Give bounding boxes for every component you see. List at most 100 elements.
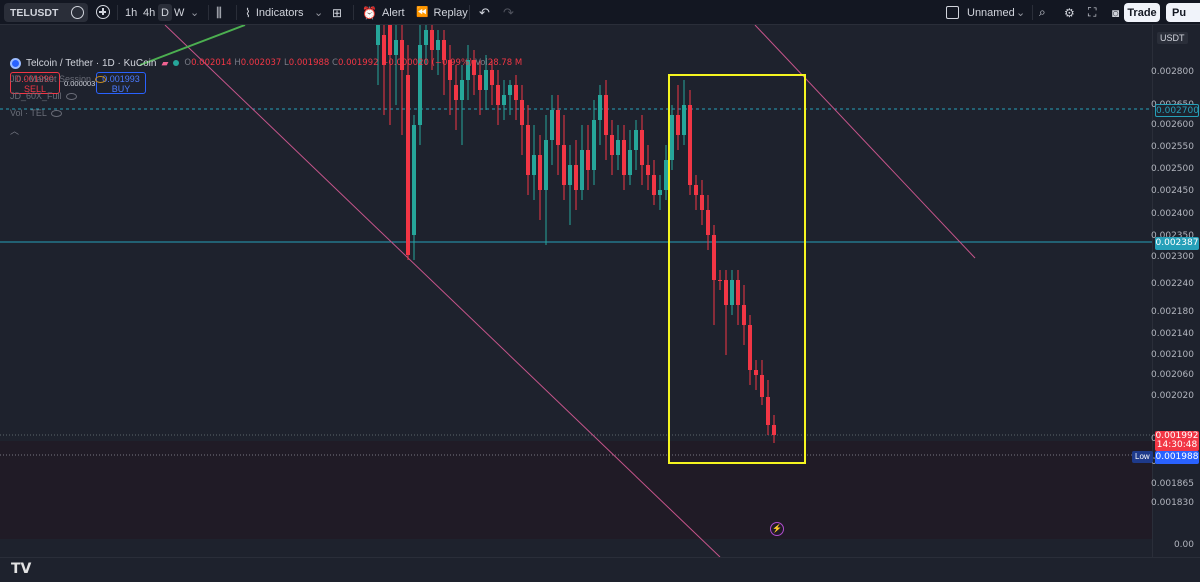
highlight-box xyxy=(668,74,806,464)
flag-icon[interactable]: ▰ xyxy=(161,57,169,68)
price-tag-2700: 0.002700 xyxy=(1155,104,1199,117)
telcoin-logo-icon xyxy=(10,57,21,69)
price-axis-label: 0.002140 xyxy=(1151,329,1194,339)
price-axis-label: 0.002550 xyxy=(1151,142,1194,152)
ohlc-values: O0.002014 H0.002037 L0.001988 C0.001992 … xyxy=(184,58,523,68)
candle-body xyxy=(730,280,734,305)
candle-body xyxy=(442,40,446,60)
price-axis-label: 0.002450 xyxy=(1151,186,1194,196)
alert-button[interactable]: ⏰ Alert xyxy=(362,5,405,20)
candle-body xyxy=(502,95,506,105)
candle-body xyxy=(394,40,398,55)
hidden-eye-icon[interactable] xyxy=(95,75,107,83)
indicators-icon: ⌇ xyxy=(245,5,251,20)
interval-w[interactable]: W xyxy=(174,6,185,19)
legend-title[interactable]: Telcoin / Tether · 1D · KuCoin xyxy=(26,57,157,69)
candle-body xyxy=(532,155,536,175)
indicators-dropdown-icon[interactable]: ⌄ xyxy=(314,7,324,19)
status-dot-icon xyxy=(173,60,180,66)
publish-button[interactable]: Pu xyxy=(1166,3,1200,22)
layout-name-button[interactable]: Unnamed xyxy=(946,0,1015,25)
candle-body xyxy=(754,370,758,375)
candle-body xyxy=(382,35,386,65)
candle-body xyxy=(610,135,614,155)
hidden-eye-icon[interactable] xyxy=(50,109,62,117)
camera-snapshot-icon[interactable]: ◙ xyxy=(1112,5,1120,20)
chart-pane[interactable]: Telcoin / Tether · 1D · KuCoin ▰ O0.0020… xyxy=(0,25,1152,557)
candle-body xyxy=(616,140,620,155)
add-symbol-icon[interactable] xyxy=(96,5,110,19)
candle-body xyxy=(718,280,722,281)
chart-canvas[interactable] xyxy=(0,25,1152,557)
indicator-row-60x[interactable]: JD_60X_Full xyxy=(10,91,77,101)
candle-body xyxy=(766,397,770,425)
interval-1h[interactable]: 1h xyxy=(125,6,138,19)
candle-body xyxy=(460,80,464,100)
green-trendline xyxy=(139,25,246,66)
price-axis-label: 0.002500 xyxy=(1151,164,1194,174)
time-axis[interactable]: TV xyxy=(0,557,1200,582)
candle-body xyxy=(724,280,728,305)
candle-body xyxy=(694,185,698,195)
indicators-button[interactable]: ⌇ Indicators xyxy=(245,5,304,20)
price-axis-label: 0.002400 xyxy=(1151,209,1194,219)
candle-body xyxy=(544,140,548,190)
replay-icon: ⏪ xyxy=(416,7,429,18)
candle-body xyxy=(772,425,776,435)
buy-button[interactable]: 0.001993 BUY xyxy=(96,72,146,94)
candle-body xyxy=(520,100,524,125)
price-axis-label: 0.002180 xyxy=(1151,307,1194,317)
interval-4h[interactable]: 4h xyxy=(143,6,156,19)
candle-body xyxy=(550,110,554,140)
sell-button[interactable]: 0.001990 SELL xyxy=(10,72,60,94)
price-tag-2387: 0.002387 xyxy=(1155,237,1199,250)
tradingview-logo-icon[interactable]: TV xyxy=(11,561,32,577)
quick-search-icon[interactable]: ⌕ xyxy=(1039,5,1046,19)
candle-body xyxy=(400,40,404,70)
candle-body xyxy=(706,210,710,235)
candle-body xyxy=(478,75,482,90)
replay-button[interactable]: ⏪ Replay xyxy=(416,6,468,19)
symbol-label: TELUSDT xyxy=(10,6,59,19)
lower-session-pane xyxy=(0,441,1152,539)
redo-icon[interactable]: ↷ xyxy=(503,4,514,20)
top-toolbar: TELUSDT 1h 4h D W ⌄ ⫼ ⌇ Indicators ⌄ ⊞ ⏰… xyxy=(0,0,1200,25)
interval-dropdown-chevron-icon[interactable]: ⌄ xyxy=(190,7,200,19)
price-axis[interactable]: USDT 0.0028000.0026500.0026000.0025500.0… xyxy=(1151,25,1200,557)
currency-selector[interactable]: USDT xyxy=(1157,32,1188,44)
candle-body xyxy=(418,45,422,125)
candle-body xyxy=(466,60,470,80)
settings-gear-icon[interactable]: ⚙ xyxy=(1064,5,1075,20)
collapse-legend-icon[interactable]: ︿ xyxy=(10,126,20,136)
price-axis-label: 0.002800 xyxy=(1151,67,1194,77)
candle-body xyxy=(658,190,662,195)
symbol-search-button[interactable]: TELUSDT xyxy=(4,3,88,22)
candle-body xyxy=(514,85,518,100)
candle-body xyxy=(406,75,410,255)
fullscreen-icon[interactable]: ⛶ xyxy=(1088,5,1097,19)
candle-body xyxy=(388,25,392,55)
candle-body xyxy=(490,70,494,85)
candle-body xyxy=(526,125,530,175)
chart-type-candles-icon[interactable]: ⫼ xyxy=(216,4,222,20)
undo-icon[interactable]: ↶ xyxy=(479,4,490,20)
candle-body xyxy=(664,160,668,190)
price-axis-label: 0.002300 xyxy=(1151,252,1194,262)
candle-body xyxy=(454,85,458,100)
candle-body xyxy=(538,155,542,190)
layout-grid-icon[interactable]: ⊞ xyxy=(332,5,343,20)
spread-value: 0.000003 xyxy=(64,79,96,88)
price-axis-label: 0.001830 xyxy=(1151,498,1194,508)
trade-button[interactable]: Trade xyxy=(1124,3,1160,22)
interval-d[interactable]: D xyxy=(158,4,172,21)
candle-body xyxy=(604,95,608,135)
candle-body xyxy=(682,105,686,135)
indicator-row-volume[interactable]: Vol · TEL xyxy=(10,108,62,118)
candle-body xyxy=(748,325,752,370)
candle-body xyxy=(580,150,584,190)
lightning-icon[interactable]: ⚡ xyxy=(770,522,784,536)
indicator-row-market-session[interactable]: JD - Market Session xyxy=(10,74,107,84)
candle-body xyxy=(448,60,452,80)
layout-dropdown-icon[interactable]: ⌄ xyxy=(1016,7,1026,19)
hidden-eye-icon[interactable] xyxy=(65,92,77,100)
